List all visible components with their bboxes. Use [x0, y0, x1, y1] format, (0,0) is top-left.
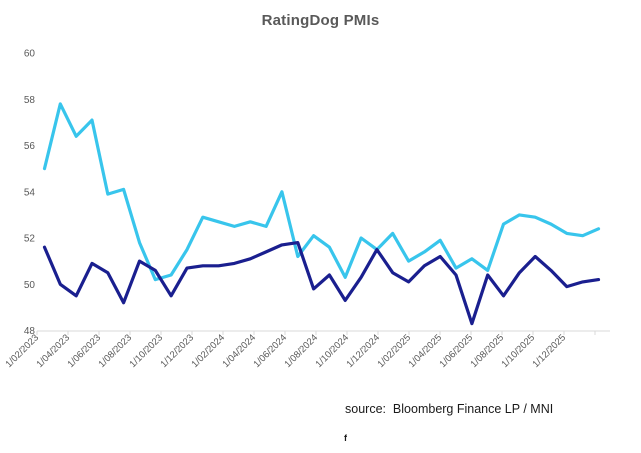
- y-axis-label: 54: [24, 187, 36, 198]
- pmi-line-chart: 60 58 56 54 52 50 481/02/20231/04/20231/06/202…: [3, 49, 610, 370]
- y-axis-label: 48: [24, 326, 36, 337]
- y-axis-label: 52: [24, 234, 36, 245]
- series-navy-line: [42, 241, 601, 326]
- y-axis-label: 60: [24, 49, 36, 60]
- x-axis-label: 1/12/2025: [530, 332, 568, 370]
- chart-title: RatingDog PMIs: [261, 12, 380, 29]
- y-axis-label: 58: [24, 95, 36, 106]
- y-axis-label: 50: [24, 280, 36, 291]
- source-note: source: Bloomberg Finance LP / MNI: [345, 402, 554, 416]
- series-cyan-line: [42, 102, 601, 282]
- y-axis-labels: 60 58 56 54 52 50 48: [24, 49, 36, 338]
- x-axis: [36, 330, 610, 335]
- x-axis-labels: 1/02/20231/04/20231/06/20231/08/20231/10…: [3, 332, 568, 370]
- y-axis-label: 56: [24, 141, 36, 152]
- footer-mark: f: [344, 433, 347, 443]
